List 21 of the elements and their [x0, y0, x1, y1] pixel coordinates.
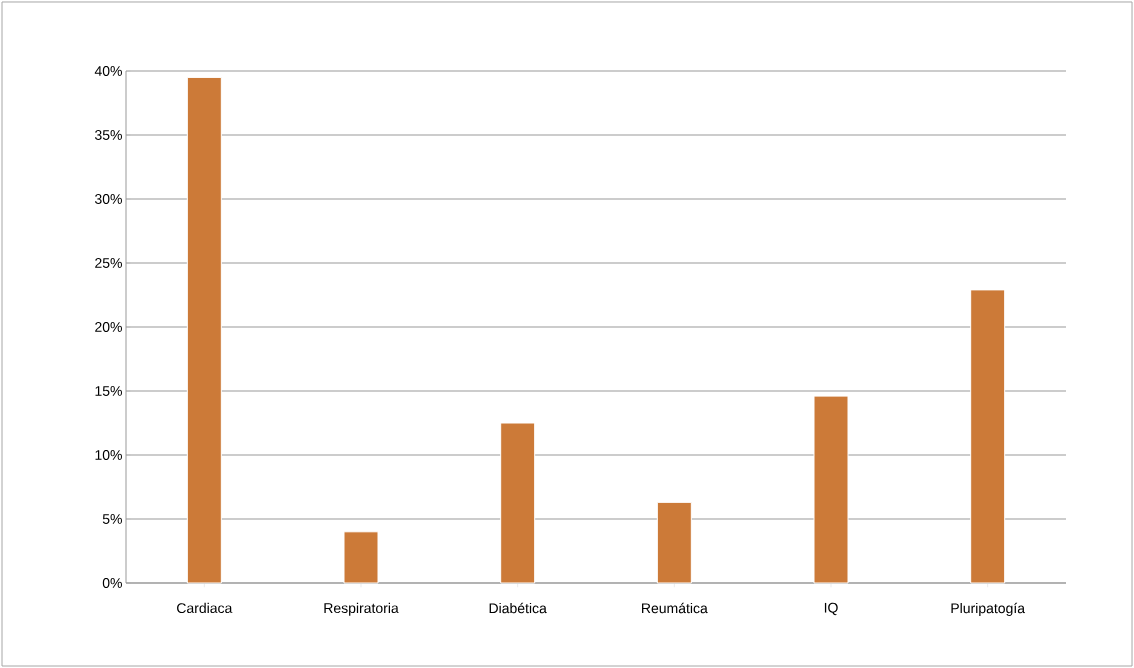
x-tick-label: IQ [824, 602, 838, 616]
x-tick-label: Reumática [642, 602, 708, 614]
y-tick-label: 15% [95, 386, 122, 396]
x-tick-label: Respiratoria [324, 602, 399, 616]
y-tick-label: 40% [94, 66, 122, 76]
x-tick-label: Diabética [489, 602, 547, 614]
x-tick-label: Pluripatogía [951, 602, 1026, 616]
y-tick-label: 25% [95, 258, 122, 268]
bar [656, 501, 692, 584]
y-tick-label: 5% [102, 514, 122, 524]
bar [186, 76, 222, 584]
bar [813, 395, 849, 584]
y-tick-label: 35% [94, 130, 122, 140]
bar [970, 289, 1006, 584]
x-tick-label: Cardiaca [177, 602, 233, 614]
y-tick-label: 0% [102, 578, 122, 588]
y-tick-label: 30% [94, 194, 122, 204]
y-tick-label: 20% [95, 322, 122, 332]
bar [343, 531, 379, 584]
y-tick-label: 10% [95, 450, 122, 460]
bar [500, 422, 536, 584]
